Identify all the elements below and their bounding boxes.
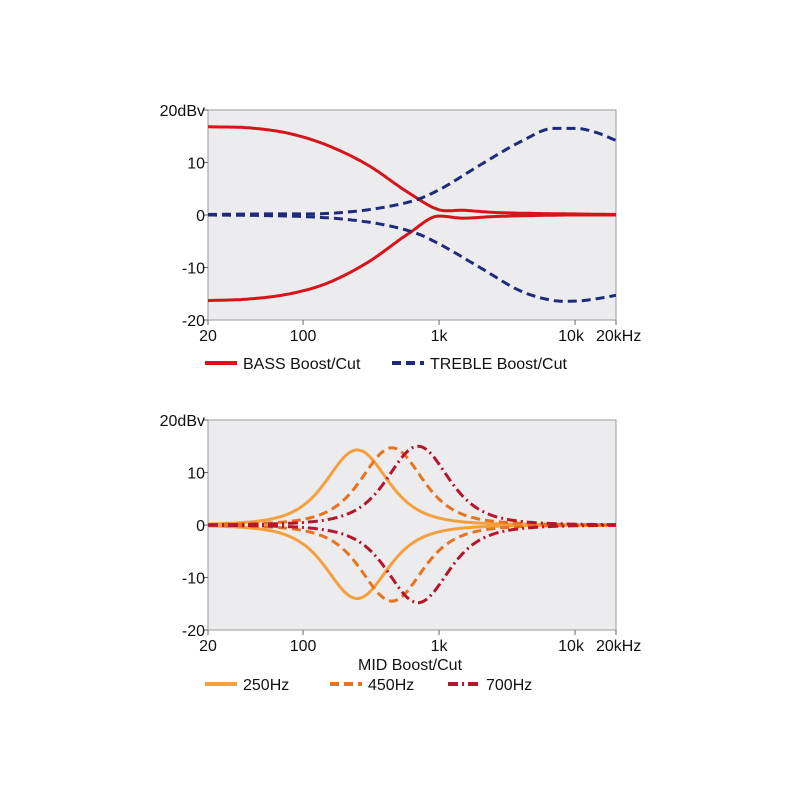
x-tick-label: 100 — [290, 328, 317, 345]
y-tick-label: 0 — [196, 518, 205, 535]
x-tick-label: 1k — [431, 638, 449, 655]
legend-label: BASS Boost/Cut — [243, 356, 361, 373]
y-tick-label: 10 — [187, 156, 205, 173]
legend-label: 450Hz — [368, 677, 414, 694]
y-tick-label: -10 — [182, 261, 205, 278]
series-line-treble-boost-cut — [208, 126, 616, 216]
y-tick-label: 20dBv — [160, 413, 205, 430]
series-line-bass-boost-cut — [208, 213, 616, 303]
y-tick-label: 20dBv — [160, 103, 205, 120]
legend-label: 250Hz — [243, 677, 289, 694]
series-line-700hz — [208, 444, 616, 527]
y-tick-label: 10 — [187, 466, 205, 483]
x-tick-label: 10k — [558, 638, 585, 655]
series-line-bass-boost-cut — [208, 125, 616, 216]
legend-label: 700Hz — [486, 677, 532, 694]
y-tick-label: -10 — [182, 571, 205, 588]
x-tick-label: 20 — [199, 328, 217, 345]
legend-label: TREBLE Boost/Cut — [430, 356, 568, 373]
x-tick-label: 20 — [199, 638, 217, 655]
x-tick-label: 1k — [431, 328, 449, 345]
x-tick-label: 100 — [290, 638, 317, 655]
x-tick-label: 20kHz — [596, 328, 641, 345]
x-tick-label: 20kHz — [596, 638, 641, 655]
y-tick-label: -20 — [182, 313, 205, 330]
x-axis-label: MID Boost/Cut — [358, 657, 463, 674]
series-line-700hz — [208, 523, 616, 605]
x-tick-label: 10k — [558, 328, 585, 345]
y-tick-label: -20 — [182, 623, 205, 640]
series-line-treble-boost-cut — [208, 213, 616, 303]
y-tick-label: 0 — [196, 208, 205, 225]
series-line-450hz — [208, 523, 616, 603]
